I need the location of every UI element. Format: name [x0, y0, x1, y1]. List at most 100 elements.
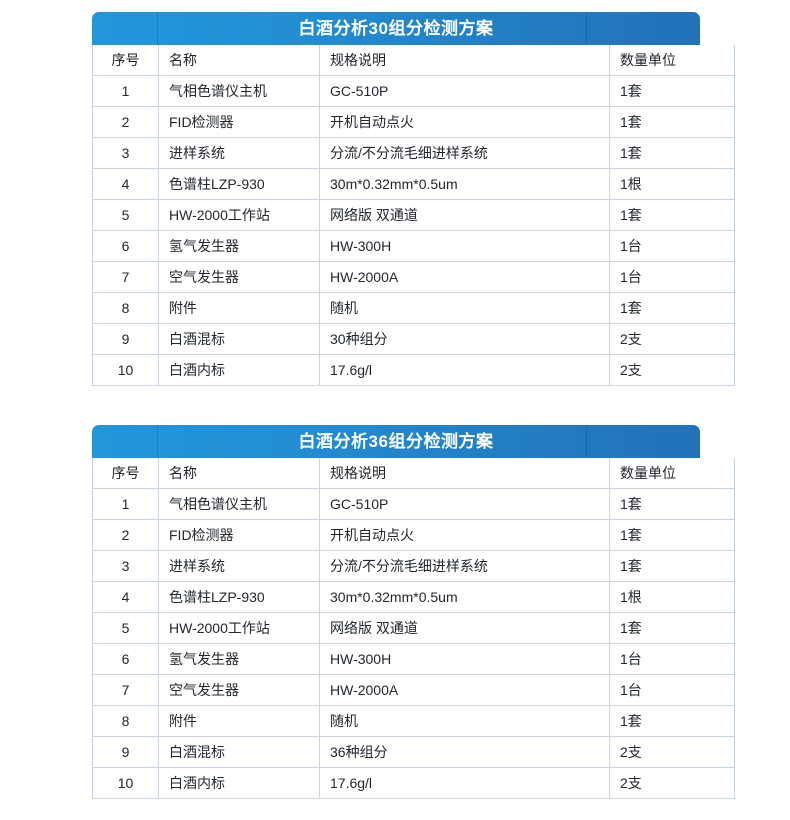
- cell-unit: 1根: [609, 581, 735, 613]
- cell-name: HW-2000工作站: [158, 199, 320, 231]
- scheme-grid: 序号 名称 规格说明 数量单位 1 气相色谱仪主机 GC-510P 1套 2 F…: [92, 458, 735, 799]
- cell-name: 气相色谱仪主机: [158, 488, 320, 520]
- cell-name: 附件: [158, 292, 320, 324]
- title-divider-right: [586, 425, 587, 458]
- cell-name: 氢气发生器: [158, 230, 320, 262]
- cell-index: 9: [92, 323, 159, 355]
- table-row: 7 空气发生器 HW-2000A 1台: [92, 674, 735, 706]
- table-row: 2 FID检测器 开机自动点火 1套: [92, 106, 735, 138]
- cell-spec: HW-2000A: [319, 674, 610, 706]
- scheme-table-36: 白酒分析36组分检测方案 序号 名称 规格说明 数量单位 1 气相色谱仪主机 G…: [92, 425, 735, 799]
- cell-index: 1: [92, 75, 159, 107]
- cell-spec: HW-2000A: [319, 261, 610, 293]
- cell-index: 7: [92, 261, 159, 293]
- cell-spec: 30m*0.32mm*0.5um: [319, 168, 610, 200]
- column-header-row: 序号 名称 规格说明 数量单位: [92, 458, 735, 489]
- table-row: 3 进样系统 分流/不分流毛细进样系统 1套: [92, 550, 735, 582]
- table-row: 1 气相色谱仪主机 GC-510P 1套: [92, 488, 735, 520]
- table-row: 6 氢气发生器 HW-300H 1台: [92, 643, 735, 675]
- table-row: 5 HW-2000工作站 网络版 双通道 1套: [92, 199, 735, 231]
- column-header-index: 序号: [92, 45, 159, 76]
- cell-spec: 30m*0.32mm*0.5um: [319, 581, 610, 613]
- cell-unit: 1台: [609, 674, 735, 706]
- table-title-text: 白酒分析30组分检测方案: [298, 19, 494, 38]
- cell-index: 2: [92, 519, 159, 551]
- cell-index: 5: [92, 612, 159, 644]
- cell-name: 白酒混标: [158, 736, 320, 768]
- table-row: 1 气相色谱仪主机 GC-510P 1套: [92, 75, 735, 107]
- cell-index: 6: [92, 643, 159, 675]
- cell-index: 3: [92, 137, 159, 169]
- cell-index: 10: [92, 354, 159, 386]
- cell-index: 1: [92, 488, 159, 520]
- cell-name: 白酒内标: [158, 354, 320, 386]
- cell-name: 气相色谱仪主机: [158, 75, 320, 107]
- table-title-text: 白酒分析36组分检测方案: [298, 432, 494, 451]
- cell-unit: 1套: [609, 106, 735, 138]
- table-title-bar: 白酒分析36组分检测方案: [92, 425, 700, 458]
- cell-spec: 随机: [319, 705, 610, 737]
- cell-spec: 随机: [319, 292, 610, 324]
- scheme-grid: 序号 名称 规格说明 数量单位 1 气相色谱仪主机 GC-510P 1套 2 F…: [92, 45, 735, 386]
- cell-unit: 1套: [609, 705, 735, 737]
- column-header-index: 序号: [92, 458, 159, 489]
- cell-spec: 开机自动点火: [319, 519, 610, 551]
- cell-spec: 17.6g/l: [319, 767, 610, 799]
- cell-unit: 1套: [609, 292, 735, 324]
- cell-unit: 1台: [609, 261, 735, 293]
- table-row: 8 附件 随机 1套: [92, 705, 735, 737]
- cell-index: 3: [92, 550, 159, 582]
- cell-index: 6: [92, 230, 159, 262]
- table-title-bar: 白酒分析30组分检测方案: [92, 12, 700, 45]
- cell-name: 色谱柱LZP-930: [158, 168, 320, 200]
- cell-name: 进样系统: [158, 550, 320, 582]
- column-header-name: 名称: [158, 45, 320, 76]
- table-row: 8 附件 随机 1套: [92, 292, 735, 324]
- cell-spec: 分流/不分流毛细进样系统: [319, 137, 610, 169]
- cell-spec: 网络版 双通道: [319, 199, 610, 231]
- cell-spec: 开机自动点火: [319, 106, 610, 138]
- table-row: 10 白酒内标 17.6g/l 2支: [92, 767, 735, 799]
- cell-unit: 2支: [609, 736, 735, 768]
- table-row: 6 氢气发生器 HW-300H 1台: [92, 230, 735, 262]
- cell-name: HW-2000工作站: [158, 612, 320, 644]
- cell-spec: GC-510P: [319, 488, 610, 520]
- cell-unit: 2支: [609, 323, 735, 355]
- cell-spec: 36种组分: [319, 736, 610, 768]
- cell-name: 空气发生器: [158, 674, 320, 706]
- cell-spec: GC-510P: [319, 75, 610, 107]
- cell-unit: 1套: [609, 612, 735, 644]
- cell-unit: 1台: [609, 230, 735, 262]
- cell-name: FID检测器: [158, 106, 320, 138]
- cell-name: 色谱柱LZP-930: [158, 581, 320, 613]
- cell-unit: 1套: [609, 137, 735, 169]
- cell-spec: 网络版 双通道: [319, 612, 610, 644]
- cell-unit: 1套: [609, 488, 735, 520]
- cell-unit: 1套: [609, 550, 735, 582]
- table-row: 9 白酒混标 36种组分 2支: [92, 736, 735, 768]
- scheme-grid-body: 序号 名称 规格说明 数量单位 1 气相色谱仪主机 GC-510P 1套 2 F…: [92, 45, 735, 386]
- column-header-spec: 规格说明: [319, 458, 610, 489]
- column-header-unit: 数量单位: [609, 458, 735, 489]
- table-row: 4 色谱柱LZP-930 30m*0.32mm*0.5um 1根: [92, 168, 735, 200]
- cell-spec: 17.6g/l: [319, 354, 610, 386]
- table-row: 4 色谱柱LZP-930 30m*0.32mm*0.5um 1根: [92, 581, 735, 613]
- cell-name: 白酒内标: [158, 767, 320, 799]
- cell-index: 10: [92, 767, 159, 799]
- column-header-row: 序号 名称 规格说明 数量单位: [92, 45, 735, 76]
- cell-name: 空气发生器: [158, 261, 320, 293]
- cell-index: 4: [92, 581, 159, 613]
- column-header-name: 名称: [158, 458, 320, 489]
- cell-name: FID检测器: [158, 519, 320, 551]
- title-divider-left: [157, 425, 158, 458]
- cell-name: 进样系统: [158, 137, 320, 169]
- scheme-grid-body: 序号 名称 规格说明 数量单位 1 气相色谱仪主机 GC-510P 1套 2 F…: [92, 458, 735, 799]
- title-divider-left: [157, 12, 158, 45]
- scheme-table-30: 白酒分析30组分检测方案 序号 名称 规格说明 数量单位 1 气相色谱仪主机 G…: [92, 12, 735, 386]
- cell-spec: HW-300H: [319, 643, 610, 675]
- cell-name: 附件: [158, 705, 320, 737]
- cell-unit: 1套: [609, 75, 735, 107]
- cell-name: 氢气发生器: [158, 643, 320, 675]
- table-row: 2 FID检测器 开机自动点火 1套: [92, 519, 735, 551]
- cell-spec: 30种组分: [319, 323, 610, 355]
